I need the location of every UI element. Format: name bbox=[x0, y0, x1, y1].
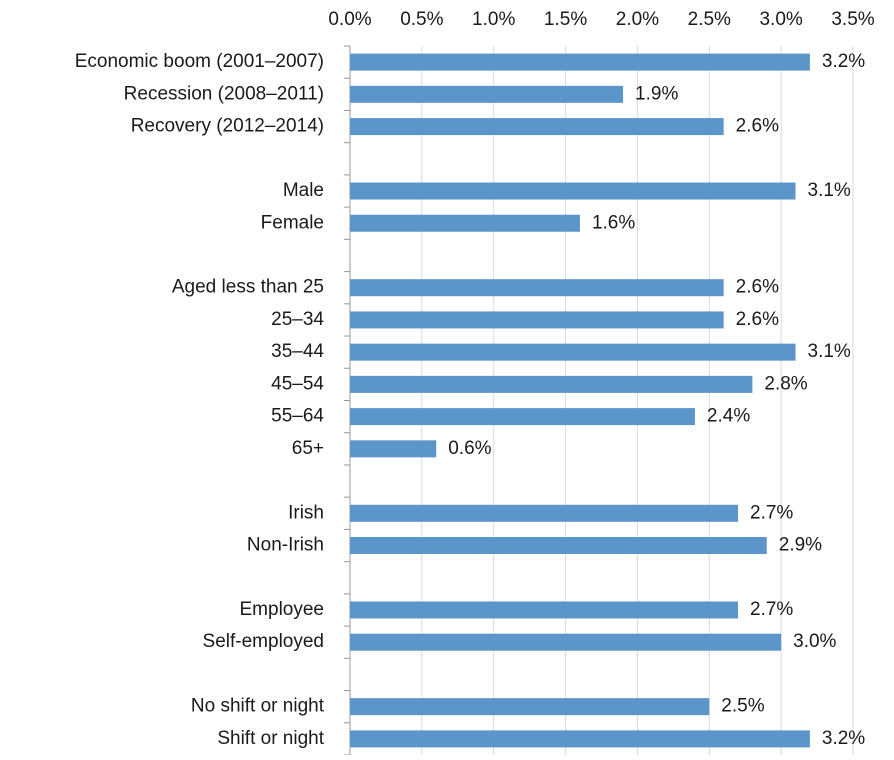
y-tick-label: 65+ bbox=[292, 438, 324, 459]
data-label: 2.6% bbox=[736, 116, 779, 137]
y-tick-label: Male bbox=[283, 180, 324, 201]
data-label: 2.4% bbox=[707, 406, 750, 427]
x-tick-label: 1.5% bbox=[544, 9, 587, 30]
data-label: 3.1% bbox=[808, 180, 851, 201]
x-tick-label: 2.0% bbox=[616, 9, 659, 30]
data-label: 3.0% bbox=[793, 631, 836, 652]
x-tick-label: 0.5% bbox=[400, 9, 443, 30]
bar bbox=[350, 279, 724, 297]
y-tick-label: 35–44 bbox=[271, 341, 324, 362]
bar bbox=[350, 408, 695, 426]
data-label: 2.8% bbox=[764, 373, 807, 394]
y-tick-label: Non-Irish bbox=[247, 535, 324, 556]
bar bbox=[350, 53, 810, 71]
bar bbox=[350, 601, 739, 619]
y-tick-label: Recession (2008–2011) bbox=[124, 83, 324, 104]
y-tick-label: Aged less than 25 bbox=[172, 277, 324, 298]
x-tick-label: 0.0% bbox=[328, 9, 371, 30]
bar bbox=[350, 537, 767, 555]
bar bbox=[350, 440, 437, 458]
data-label: 2.7% bbox=[750, 502, 793, 523]
y-tick-label: 45–54 bbox=[271, 373, 324, 394]
y-tick-label: No shift or night bbox=[191, 696, 325, 717]
y-tick-label: 55–64 bbox=[271, 406, 324, 427]
data-label: 1.6% bbox=[592, 212, 635, 233]
y-tick-label: Self-employed bbox=[203, 631, 324, 652]
data-label: 2.6% bbox=[736, 277, 779, 298]
data-label: 2.7% bbox=[750, 599, 793, 620]
y-tick-label: Shift or night bbox=[217, 728, 324, 749]
bar bbox=[350, 504, 739, 522]
x-tick-label: 3.5% bbox=[831, 9, 874, 30]
bar bbox=[350, 698, 710, 716]
bar bbox=[350, 311, 724, 329]
bar bbox=[350, 730, 810, 748]
bar bbox=[350, 214, 580, 232]
y-tick-label: Employee bbox=[240, 599, 325, 620]
y-tick-label: Economic boom (2001–2007) bbox=[75, 51, 324, 72]
data-label: 1.9% bbox=[635, 83, 678, 104]
data-label: 3.2% bbox=[822, 728, 865, 749]
data-label: 3.1% bbox=[808, 341, 851, 362]
bar bbox=[350, 633, 782, 651]
bar bbox=[350, 85, 624, 103]
bar bbox=[350, 118, 724, 136]
y-tick-label: 25–34 bbox=[271, 309, 324, 330]
data-label: 0.6% bbox=[448, 438, 491, 459]
x-tick-label: 1.0% bbox=[472, 9, 515, 30]
y-tick-label: Recovery (2012–2014) bbox=[131, 116, 324, 137]
bar bbox=[350, 182, 796, 200]
data-label: 2.9% bbox=[779, 535, 822, 556]
y-tick-label: Irish bbox=[288, 502, 324, 523]
y-tick-label: Female bbox=[261, 212, 324, 233]
data-label: 2.6% bbox=[736, 309, 779, 330]
x-tick-label: 2.5% bbox=[688, 9, 731, 30]
data-label: 3.2% bbox=[822, 51, 865, 72]
x-tick-label: 3.0% bbox=[759, 9, 802, 30]
bar bbox=[350, 375, 753, 393]
data-label: 2.5% bbox=[721, 696, 764, 717]
bar bbox=[350, 343, 796, 361]
